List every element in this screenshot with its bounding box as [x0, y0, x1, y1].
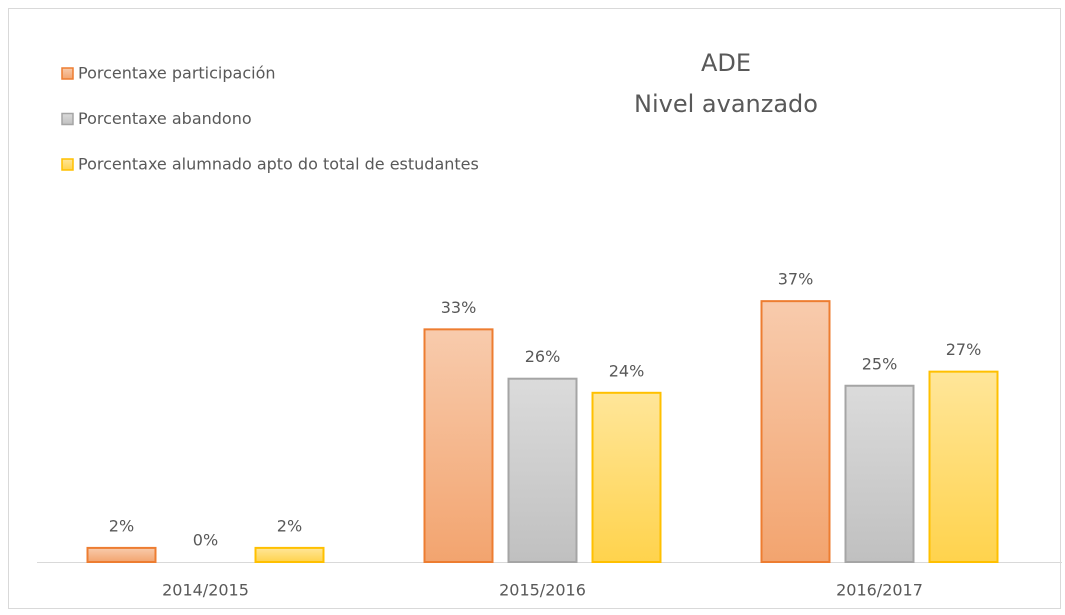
- bar: [760, 300, 831, 563]
- legend-label: Porcentaxe abandono: [78, 109, 252, 128]
- legend-label: Porcentaxe alumnado apto do total de est…: [78, 155, 479, 174]
- x-tick-label: 2015/2016: [499, 581, 586, 600]
- chart-subtitle: Nivel avanzado: [634, 90, 818, 118]
- bar: [423, 328, 494, 563]
- bar: [507, 377, 578, 564]
- data-label: 2%: [109, 516, 134, 535]
- data-label: 33%: [441, 298, 477, 317]
- chart-title: ADE: [701, 49, 751, 77]
- data-label: 24%: [609, 361, 645, 380]
- data-label: 37%: [778, 270, 814, 289]
- legend-swatch: [61, 112, 74, 126]
- bar: [928, 370, 999, 563]
- data-label: 2%: [277, 516, 302, 535]
- legend-swatch: [61, 67, 74, 80]
- bar: [844, 384, 915, 563]
- data-label: 27%: [946, 340, 982, 359]
- bar: [254, 546, 325, 564]
- legend-swatch: [61, 158, 74, 171]
- bar: [86, 546, 157, 564]
- legend-label: Porcentaxe participación: [78, 64, 276, 83]
- data-label: 25%: [862, 354, 898, 373]
- x-tick-label: 2016/2017: [836, 581, 923, 600]
- bar: [591, 391, 662, 563]
- data-label: 26%: [525, 347, 561, 366]
- x-tick-label: 2014/2015: [162, 581, 249, 600]
- data-label: 0%: [193, 531, 218, 550]
